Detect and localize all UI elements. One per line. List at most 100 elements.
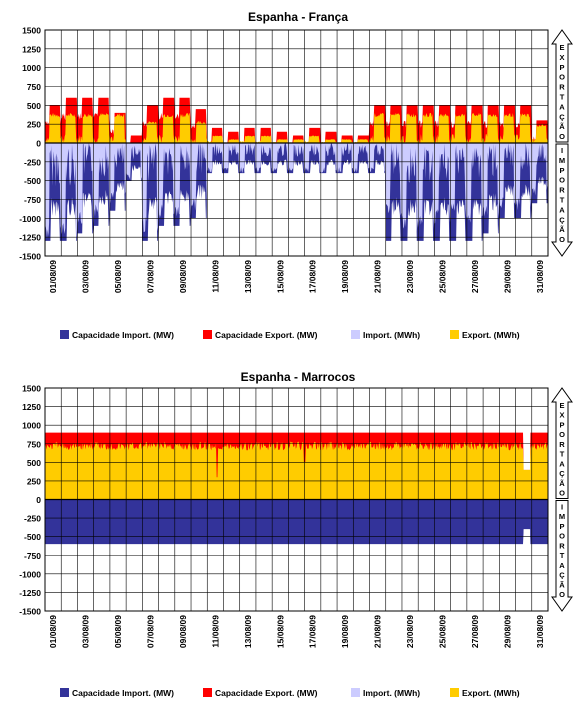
x-tick-label: 09/08/09 — [178, 260, 188, 293]
export-label-letter: P — [559, 420, 564, 429]
x-tick-label: 13/08/09 — [243, 615, 253, 648]
x-tick-label: 07/08/09 — [145, 615, 155, 648]
x-tick-label: 31/08/09 — [535, 260, 545, 293]
import-label-letter: M — [559, 512, 565, 521]
x-tick-label: 29/08/09 — [502, 260, 512, 293]
legend-label: Export. (MWh) — [462, 330, 520, 340]
import-label-letter: O — [559, 176, 565, 185]
y-tick-label: 500 — [27, 458, 41, 468]
x-tick-label: 23/08/09 — [405, 615, 415, 648]
up-arrow-icon — [551, 29, 573, 143]
y-tick-label: -250 — [24, 514, 41, 524]
export-label-letter: O — [559, 73, 565, 82]
x-tick-label: 17/08/09 — [308, 615, 318, 648]
x-tick-label: 03/08/09 — [81, 615, 91, 648]
export-label-letter: Ã — [559, 479, 565, 488]
legend-label: Capacidade Import. (MW) — [72, 688, 174, 698]
export-label-letter: E — [559, 43, 564, 52]
y-tick-label: -750 — [24, 195, 41, 205]
down-arrow-icon — [551, 143, 573, 257]
x-tick-label: 05/08/09 — [113, 615, 123, 648]
legend-label: Capacidade Export. (MW) — [215, 330, 318, 340]
export-label-letter: A — [559, 102, 565, 111]
y-tick-label: -1000 — [19, 214, 41, 224]
export-label-letter: X — [559, 411, 564, 420]
import-label-letter: O — [559, 590, 565, 599]
y-tick-label: 1250 — [22, 402, 41, 412]
series-area-capacidade-import — [45, 499, 548, 545]
legend-label: Import. (MWh) — [363, 688, 420, 698]
export-label-letter: E — [559, 401, 564, 410]
plot-border — [44, 387, 549, 612]
x-tick-label: 15/08/09 — [275, 615, 285, 648]
x-tick-label: 09/08/09 — [178, 615, 188, 648]
y-tick-label: -1250 — [19, 233, 41, 243]
legend-swatch — [203, 688, 212, 697]
x-tick-label: 27/08/09 — [470, 260, 480, 293]
import-label-letter: T — [560, 551, 565, 560]
legend-label: Export. (MWh) — [462, 688, 520, 698]
import-label-letter: Ç — [559, 215, 565, 224]
x-tick-label: 27/08/09 — [470, 615, 480, 648]
import-label-letter: A — [559, 561, 565, 570]
legend-swatch — [60, 330, 69, 339]
y-tick-label: 0 — [36, 495, 41, 505]
legend-swatch — [351, 330, 360, 339]
export-label-letter: Ç — [559, 469, 565, 478]
chart-title: Espanha - França — [248, 10, 348, 24]
x-tick-label: 13/08/09 — [243, 260, 253, 293]
export-label-letter: X — [559, 53, 564, 62]
export-label-letter: A — [559, 459, 565, 468]
import-label-letter: R — [559, 541, 565, 550]
y-tick-label: 250 — [27, 476, 41, 486]
gap-notch-top — [523, 432, 531, 470]
export-label-letter: O — [559, 430, 565, 439]
x-tick-label: 17/08/09 — [308, 260, 318, 293]
y-tick-label: 1000 — [22, 421, 41, 431]
import-label-letter: A — [559, 205, 565, 214]
x-tick-label: 15/08/09 — [275, 260, 285, 293]
import-label-letter: O — [559, 532, 565, 541]
import-label-letter: R — [559, 186, 565, 195]
series-area-export — [45, 441, 548, 500]
x-tick-label: 07/08/09 — [145, 260, 155, 293]
y-tick-label: -250 — [24, 157, 41, 167]
y-tick-label: 750 — [27, 439, 41, 449]
x-tick-label: 31/08/09 — [535, 615, 545, 648]
y-tick-label: -1000 — [19, 569, 41, 579]
legend-swatch — [450, 330, 459, 339]
up-arrow-icon — [551, 387, 573, 499]
x-tick-label: 21/08/09 — [373, 260, 383, 293]
chart-espanha-marrocos: Espanha - Marrocos 1500 1250 1000 750 500 250… — [19, 370, 573, 698]
y-tick-label: 1500 — [22, 384, 41, 394]
x-tick-label: 05/08/09 — [113, 260, 123, 293]
y-tick-label: 1250 — [22, 44, 41, 54]
legend-label: Import. (MWh) — [363, 330, 420, 340]
y-tick-label: 1000 — [22, 63, 41, 73]
y-tick-label: -1500 — [19, 252, 41, 262]
export-label-letter: O — [559, 132, 565, 141]
y-tick-label: 1500 — [22, 26, 41, 36]
legend-swatch — [450, 688, 459, 697]
down-arrow-icon — [551, 500, 573, 612]
import-label-letter: I — [561, 146, 563, 155]
y-tick-label: -500 — [24, 176, 41, 186]
y-tick-label: -750 — [24, 551, 41, 561]
x-tick-label: 25/08/09 — [438, 260, 448, 293]
export-label-letter: Ç — [559, 112, 565, 121]
import-label-letter: Ç — [559, 571, 565, 580]
series-area-export — [45, 112, 548, 143]
x-tick-label: 11/08/09 — [210, 615, 220, 648]
import-label-letter: T — [560, 195, 565, 204]
x-tick-label: 23/08/09 — [405, 260, 415, 293]
plot-border — [44, 29, 549, 257]
x-tick-label: 03/08/09 — [81, 260, 91, 293]
x-tick-label: 29/08/09 — [502, 615, 512, 648]
export-label-letter: R — [559, 83, 565, 92]
export-label-letter: P — [559, 63, 564, 72]
y-tick-label: 0 — [36, 139, 41, 149]
y-tick-label: 500 — [27, 101, 41, 111]
import-label-letter: O — [559, 235, 565, 244]
export-label-letter: O — [559, 489, 565, 498]
